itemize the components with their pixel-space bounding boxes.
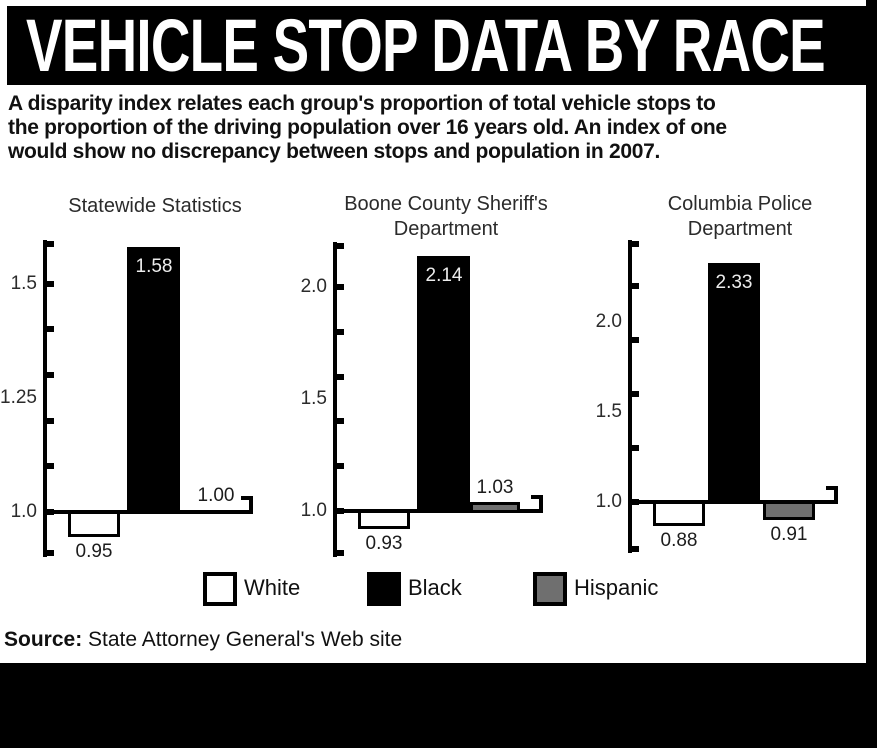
axis-end-tick [47,550,54,556]
axis-tick [337,418,344,424]
bar-value-label: 2.14 [425,265,463,286]
y-axis-line [43,240,47,557]
source-text: State Attorney General's Web site [82,628,403,651]
bar-value-label: 0.93 [365,533,403,554]
chart-title: Statewide Statistics [68,195,242,217]
axis-tick [47,326,54,332]
bar-value-label: 0.95 [75,541,113,562]
bar-black [127,247,180,514]
source-prefix: Source: [4,628,83,651]
legend: White Black Hispanic [0,572,877,608]
y-axis-line [628,240,632,553]
bar-value-label: 0.88 [660,530,698,551]
chart-title: Department [393,218,499,240]
axis-tick [47,281,54,287]
axis-tick [47,418,54,424]
right-black-band [866,0,877,748]
description: A disparity index relates each group's p… [8,92,868,164]
header-bar: VEHICLE STOP DATA BY RACE [7,4,873,87]
bar-hispanic [763,501,815,520]
axis-tick [337,374,344,380]
bar-value-label: 1.00 [197,485,235,506]
axis-label: 1.25 [0,387,37,408]
description-line: A disparity index relates each group's p… [8,92,716,115]
bar-value-label: 1.58 [135,256,173,277]
baseline-hook [834,486,838,502]
bar-black [417,256,470,513]
axis-label: 1.0 [300,500,327,521]
axis-end-tick [337,243,344,249]
axis-tick [632,391,639,397]
axis-tick [337,463,344,469]
axis-label: 1.5 [300,388,327,409]
axis-label: 1.0 [10,501,37,522]
bar-value-label: 1.03 [476,477,514,498]
baseline-hook [249,496,253,512]
baseline-hook-tip [826,486,835,490]
chart-statewide-statistics: Statewide Statistics 1.5 1.25 1.0 0.95 1.58 1.… [0,185,866,570]
axis-label: 1.5 [10,273,37,294]
chart-title: Department [687,218,793,240]
axis-end-tick [337,550,344,556]
charts-area: Statewide Statistics 1.5 1.25 1.0 0.95 1.58 1.… [0,185,866,570]
y-axis-line [333,242,337,557]
bottom-black-band [0,663,877,748]
axis-label: 1.0 [595,491,622,512]
chart-title: Boone County Sheriff's [344,193,548,215]
axis-tick [47,372,54,378]
description-line: the proportion of the driving population… [8,116,727,139]
chart-title: Columbia Police [667,193,813,215]
bar-white [653,501,705,526]
axis-end-tick [632,546,639,552]
bar-hispanic [470,502,520,513]
bar-black [708,263,760,504]
chart-columbia-police: Columbia Police Department 2.0 1.5 1.0 0.88 2.… [0,185,866,570]
description-line: would show no discrepancy between stops … [8,140,661,163]
legend-swatch-white [203,572,237,606]
legend-swatch-black [367,572,401,606]
axis-end-tick [632,241,639,247]
axis-tick [632,283,639,289]
bar-value-label: 0.91 [770,524,808,545]
chart-boone-county-sheriff-s: Boone County Sheriff's Department 2.0 1.5 1.… [0,185,866,570]
axis-label: 2.0 [595,311,622,332]
bar-white [68,511,120,537]
bar-value-label: 2.33 [715,272,753,293]
baseline-hook-tip [531,495,540,499]
legend-label: Black [408,575,462,600]
legend-label: White [244,575,301,600]
axis-tick [47,463,54,469]
axis-tick [337,284,344,290]
axis-end-tick [47,241,54,247]
page-title: VEHICLE STOP DATA BY RACE [26,4,826,87]
axis-label: 1.5 [595,401,622,422]
axis-tick [337,329,344,335]
baseline-hook [539,495,543,511]
axis-label: 2.0 [300,276,327,297]
axis-tick [632,337,639,343]
legend-label: Hispanic [574,575,659,600]
source: Source: State Attorney General's Web sit… [4,628,402,652]
axis-tick [632,445,639,451]
bar-white [358,510,410,529]
baseline-hook-tip [241,496,250,500]
legend-swatch-hispanic [533,572,567,606]
